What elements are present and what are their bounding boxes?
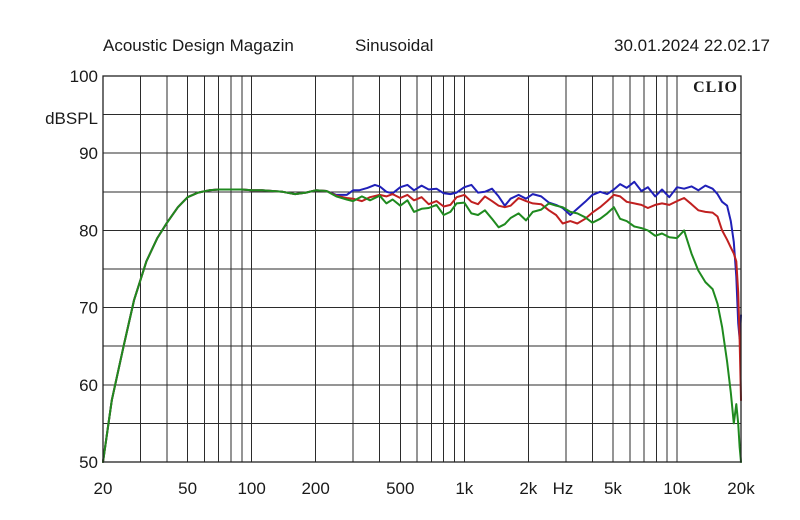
x-tick-label: 500 — [386, 479, 414, 498]
clio-logo: CLIO — [693, 79, 738, 96]
timestamp-label: 30.01.2024 22.02.17 — [614, 36, 770, 55]
publisher-label: Acoustic Design Magazin — [103, 36, 294, 55]
y-tick-label: 80 — [79, 221, 98, 240]
x-tick-label: 5k — [604, 479, 622, 498]
measurement-mode-label: Sinusoidal — [355, 36, 433, 55]
x-tick-label: 10k — [663, 479, 691, 498]
y-tick-label: 70 — [79, 299, 98, 318]
y-tick-label: 90 — [79, 144, 98, 163]
response-curve-green — [102, 188, 742, 463]
response-curve-blue — [102, 180, 742, 463]
x-tick-label: 100 — [237, 479, 265, 498]
y-tick-label: 60 — [79, 376, 98, 395]
x-tick-label: 20 — [94, 479, 113, 498]
x-tick-label: 1k — [455, 479, 473, 498]
y-tick-label: 50 — [79, 453, 98, 472]
curves — [102, 180, 742, 463]
plot-frame — [102, 75, 742, 463]
x-tick-label: 2k — [519, 479, 537, 498]
x-axis-label: Hz — [553, 479, 574, 498]
x-tick-label: 50 — [178, 479, 197, 498]
y-axis-label: dBSPL — [45, 109, 98, 128]
x-tick-label: 20k — [727, 479, 755, 498]
tick-labels: 100 90 80 70 60 50 20 50 100 200 500 1k 2k 5k 10k 20k — [70, 67, 756, 498]
x-tick-label: 200 — [301, 479, 329, 498]
grid — [103, 76, 741, 462]
y-tick-label: 100 — [70, 67, 98, 86]
